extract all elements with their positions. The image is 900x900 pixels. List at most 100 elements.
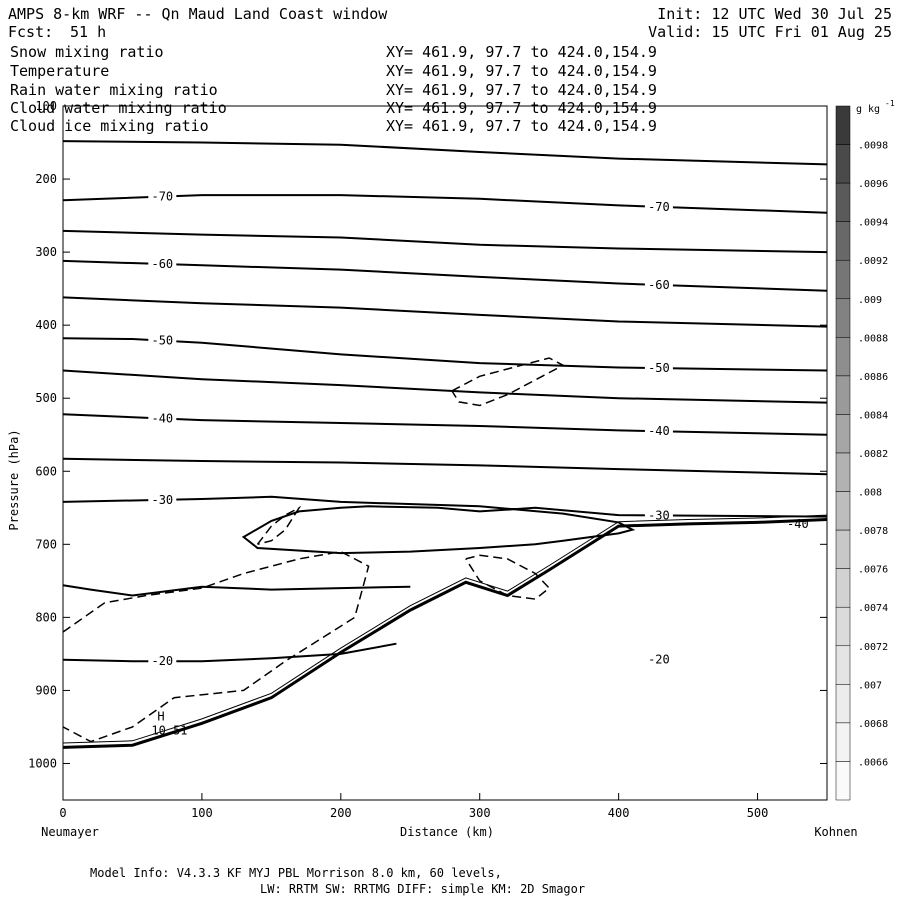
x-right-endpoint-label: Kohnen xyxy=(814,825,857,839)
isotherm-label: -70 xyxy=(151,190,173,204)
isotherm-label-bg xyxy=(644,508,673,522)
isotherm-label: -70 xyxy=(648,200,670,214)
colorbar-label: .0078 xyxy=(858,526,888,537)
colorbar-swatch xyxy=(835,375,851,415)
colorbar-swatch xyxy=(835,144,851,184)
field-name: Rain water mixing ratio xyxy=(10,81,218,99)
field-list: Snow mixing ratio XY= 461.9, 97.7 to 424… xyxy=(10,43,657,135)
header: AMPS 8-km WRF -- Qn Maud Land Coast wind… xyxy=(8,5,892,41)
plot-frame xyxy=(62,105,828,801)
isotherm-line xyxy=(62,296,828,328)
contour-layer: -70 -70 -60 -60 -50 -50 -40 -40 -30 -30 -20 -20 H10.… xyxy=(62,140,828,749)
colorbar-label: .0068 xyxy=(858,719,888,730)
isotherm-label: -40 xyxy=(151,411,173,425)
colorbar-label: .0098 xyxy=(858,141,888,152)
model-info-line2: LW: RRTM SW: RRTMG DIFF: simple KM: 2D S… xyxy=(260,882,585,896)
colorbar-swatch xyxy=(835,684,851,724)
x-axis-label: Distance (km) xyxy=(400,825,494,839)
colorbar-swatch xyxy=(835,414,851,454)
colorbar-swatch xyxy=(835,259,851,300)
isotherm-label-bg xyxy=(148,189,177,203)
field-xy: XY= 461.9, 97.7 to 424.0,154.9 xyxy=(386,43,657,61)
isotherm-label: -50 xyxy=(151,334,173,348)
isotherm-line xyxy=(62,369,828,404)
x-tick-label: 400 xyxy=(608,806,630,820)
x-tick-label: 100 xyxy=(191,806,213,820)
edge-contour-label: -40 xyxy=(787,517,809,531)
field-xy: XY= 461.9, 97.7 to 424.0,154.9 xyxy=(386,99,657,117)
colorbar-swatch xyxy=(835,529,851,569)
colorbar-label: .0086 xyxy=(858,372,888,383)
field-name: Cloud water mixing ratio xyxy=(10,99,227,117)
colorbar-swatch xyxy=(835,221,851,261)
y-tick-label: 700 xyxy=(35,537,57,551)
isotherm-label-bg xyxy=(148,257,177,271)
isotherm-label: -60 xyxy=(648,278,670,292)
colorbar-label: .0072 xyxy=(858,642,888,653)
colorbar-label: .0074 xyxy=(858,603,888,614)
x-tick-label: 200 xyxy=(330,806,352,820)
axes-layer: 100 200 300 400 500 600 700 800 900 1000 0 100 200 30… xyxy=(28,99,827,820)
model-info-line1: Model Info: V4.3.3 KF MYJ PBL Morrison 8… xyxy=(90,866,502,880)
colorbar-label: .0084 xyxy=(858,410,888,421)
init-time: Init: 12 UTC Wed 30 Jul 25 xyxy=(657,5,892,23)
isotherm-line xyxy=(62,584,411,597)
cloud-ice-contour xyxy=(451,357,565,407)
isotherm-label: -30 xyxy=(648,508,670,522)
colorbar-label: .009 xyxy=(858,295,882,306)
y-tick-label: 900 xyxy=(35,683,57,697)
isotherm-line xyxy=(62,642,397,663)
y-tick-label: 1000 xyxy=(28,756,57,770)
colorbar-swatch xyxy=(835,298,851,338)
x-tick-label: 0 xyxy=(59,806,66,820)
y-tick-label: 400 xyxy=(35,318,57,332)
colorbar-label: .007 xyxy=(858,680,882,691)
forecast-label: Fcst: xyxy=(8,23,53,41)
high-marker: H xyxy=(157,710,164,724)
field-name: Snow mixing ratio xyxy=(10,43,164,61)
colorbar-unit: g kg xyxy=(856,104,880,115)
isotherm-line xyxy=(62,337,828,372)
field-xy: XY= 461.9, 97.7 to 424.0,154.9 xyxy=(386,81,657,99)
isotherm-label-bg xyxy=(644,652,673,666)
isotherm-label-bg xyxy=(644,199,673,213)
chart-title: AMPS 8-km WRF -- Qn Maud Land Coast wind… xyxy=(8,5,388,23)
colorbar-label: .0076 xyxy=(858,565,888,576)
x-tick-label: 300 xyxy=(469,806,491,820)
colorbar-swatch xyxy=(835,761,851,801)
colorbar-swatch xyxy=(835,568,851,608)
colorbar: g kg -1 .0098 .0096 .0094 .0092 .009 .0088 .00… xyxy=(835,99,895,801)
isotherm-label: -40 xyxy=(648,424,670,438)
isotherm-label-bg xyxy=(148,492,177,506)
y-tick-label: 200 xyxy=(35,172,57,186)
isotherm-label-bg xyxy=(644,277,673,291)
colorbar-swatch xyxy=(835,452,851,492)
colorbar-label: .0096 xyxy=(858,179,888,190)
colorbar-label: .0066 xyxy=(858,757,888,768)
isotherm-label: -30 xyxy=(151,493,173,507)
field-name: Cloud ice mixing ratio xyxy=(10,117,209,135)
colorbar-swatch xyxy=(835,491,851,531)
y-axis-label: Pressure (hPa) xyxy=(7,429,21,530)
terrain-line xyxy=(62,518,828,749)
colorbar-swatch xyxy=(835,606,851,647)
colorbar-swatch xyxy=(835,105,851,145)
terrain-outline xyxy=(62,514,828,744)
colorbar-swatch xyxy=(835,337,851,377)
high-value: 10.51 xyxy=(151,724,187,738)
colorbar-label: .0082 xyxy=(858,449,888,460)
field-name: Temperature xyxy=(10,62,109,80)
forecast-value: 51 h xyxy=(70,23,106,41)
isotherm-label-bg xyxy=(644,361,673,375)
colorbar-label: .0092 xyxy=(858,256,888,267)
isotherm-label: -50 xyxy=(648,361,670,375)
colorbar-label: .0088 xyxy=(858,333,888,344)
x-left-endpoint-label: Neumayer xyxy=(41,825,99,839)
isotherm-line xyxy=(62,140,828,166)
isotherm-label: -60 xyxy=(151,257,173,271)
cloud-ice-contour xyxy=(62,550,370,743)
y-tick-label: 300 xyxy=(35,245,57,259)
isotherm-label: -20 xyxy=(648,653,670,667)
isotherm-label-bg xyxy=(148,411,177,425)
y-tick-label: 500 xyxy=(35,391,57,405)
